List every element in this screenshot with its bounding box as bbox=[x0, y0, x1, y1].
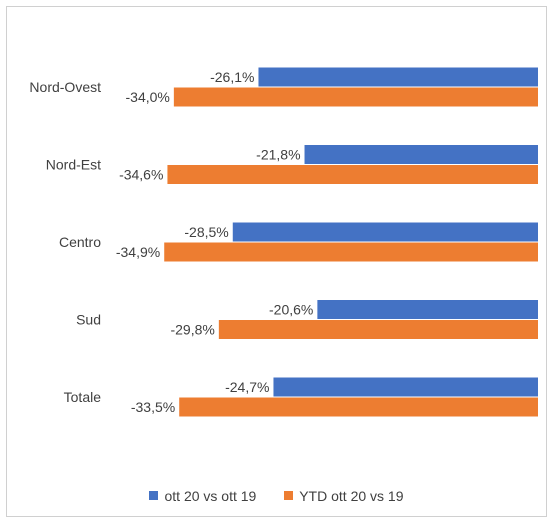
data-label-series-1-nord-est: -21,8% bbox=[256, 147, 300, 163]
data-label-series-1-totale: -24,7% bbox=[225, 379, 269, 395]
bar-series-2-nord-est bbox=[167, 165, 538, 184]
legend-item-series-1: ott 20 vs ott 19 bbox=[149, 488, 256, 504]
data-label-series-1-centro: -28,5% bbox=[184, 224, 228, 240]
data-label-series-2-sud: -29,8% bbox=[170, 322, 214, 338]
bar-series-1-nord-est bbox=[304, 145, 538, 164]
legend-label-series-1: ott 20 vs ott 19 bbox=[164, 487, 257, 504]
legend-label-series-2: YTD ott 20 vs 19 bbox=[299, 487, 404, 504]
category-label-totale: Totale bbox=[64, 389, 102, 405]
category-label-nord-est: Nord-Est bbox=[46, 157, 101, 173]
legend-swatch-series-2 bbox=[284, 491, 294, 500]
category-label-sud: Sud bbox=[76, 312, 101, 328]
bar-series-2-sud bbox=[218, 320, 539, 339]
data-label-series-2-centro: -34,9% bbox=[116, 244, 160, 260]
category-label-nord-ovest: Nord-Ovest bbox=[29, 79, 101, 95]
bar-series-1-totale bbox=[273, 377, 538, 397]
bar-chart: Nord-Ovest -26,1% -34,0% Nord-Est -21,8% -34,… bbox=[29, 67, 539, 417]
bar-series-2-totale bbox=[179, 397, 538, 417]
bar-series-2-nord-ovest bbox=[173, 87, 539, 107]
data-label-series-2-nord-est: -34,6% bbox=[119, 167, 163, 183]
legend-item-series-2: YTD ott 20 vs 19 bbox=[284, 487, 404, 504]
data-label-series-1-sud: -20,6% bbox=[269, 302, 313, 318]
category-label-centro: Centro bbox=[59, 234, 101, 250]
chart-frame: Nord-Ovest -26,1% -34,0% Nord-Est -21,8% -34,… bbox=[6, 6, 547, 517]
legend: ott 20 vs ott 19 YTD ott 20 vs 19 bbox=[7, 487, 546, 504]
legend-swatch-series-1 bbox=[149, 491, 159, 500]
data-label-series-2-nord-ovest: -34,0% bbox=[126, 89, 170, 105]
data-label-series-1-nord-ovest: -26,1% bbox=[210, 69, 254, 85]
data-label-series-2-totale: -33,5% bbox=[131, 399, 175, 415]
bar-series-1-centro bbox=[232, 222, 538, 242]
bar-series-2-centro bbox=[164, 242, 538, 262]
bar-series-1-sud bbox=[317, 300, 538, 319]
bar-series-1-nord-ovest bbox=[258, 67, 538, 87]
